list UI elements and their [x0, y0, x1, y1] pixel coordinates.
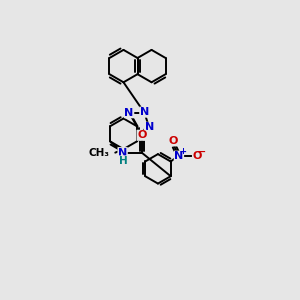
Text: +: + [180, 147, 187, 156]
Text: O: O [193, 151, 202, 161]
Text: N: N [124, 108, 134, 118]
Text: N: N [145, 122, 154, 132]
Text: N: N [140, 107, 149, 117]
Text: O: O [169, 136, 178, 146]
Text: N: N [174, 151, 184, 161]
Text: N: N [118, 148, 127, 158]
Text: O: O [137, 130, 146, 140]
Text: −: − [197, 147, 207, 158]
Text: CH₃: CH₃ [89, 148, 110, 158]
Text: H: H [119, 156, 128, 166]
